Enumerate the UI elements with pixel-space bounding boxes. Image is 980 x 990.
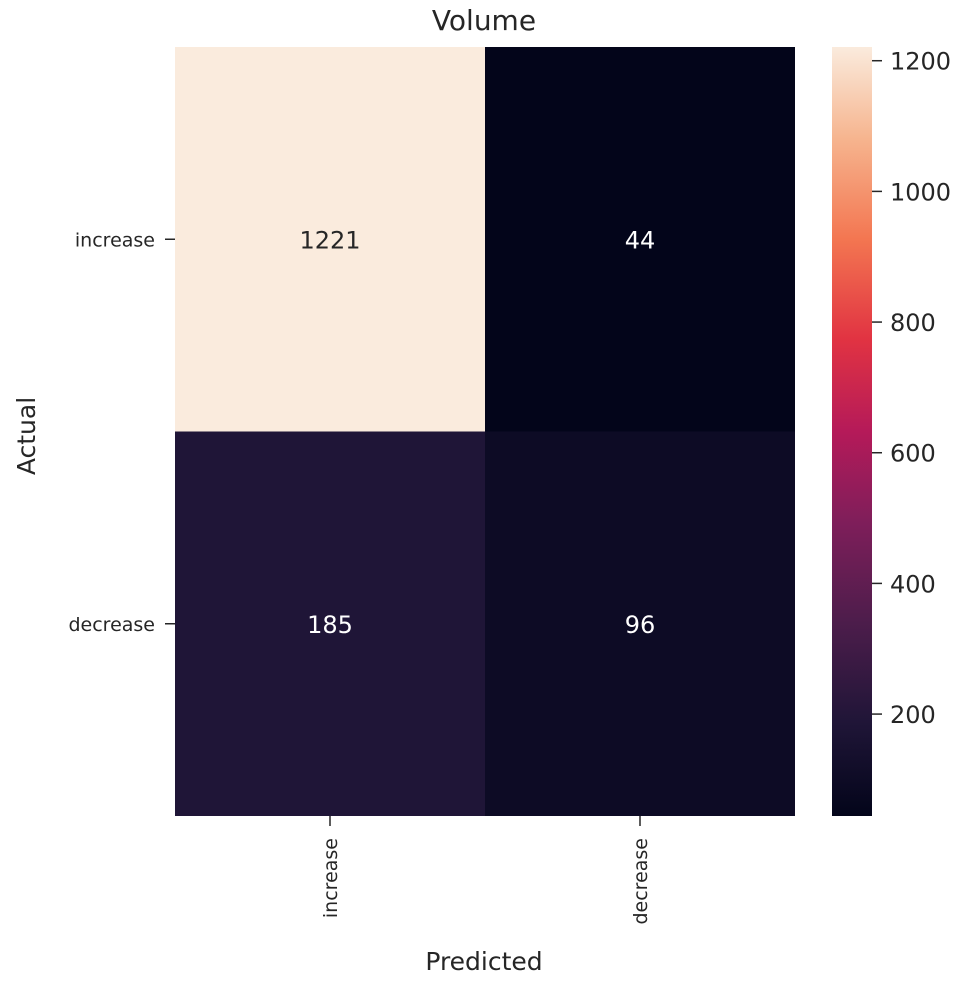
cell-value-label: 185 — [307, 611, 353, 639]
heatmap-cell — [485, 431, 795, 816]
x-tick-label: increase — [320, 838, 342, 918]
colorbar-tick-label: 1200 — [890, 48, 951, 76]
y-axis-ticks: increase decrease — [68, 229, 175, 636]
x-axis-label: Predicted — [425, 947, 542, 976]
heatmap-cell — [485, 47, 795, 432]
y-axis-label: Actual — [12, 397, 41, 475]
colorbar-tick-label: 400 — [890, 570, 936, 598]
y-tick-label: decrease — [68, 614, 155, 636]
x-axis-ticks: increase decrease — [320, 816, 652, 925]
chart-title: Volume — [432, 4, 536, 37]
heatmap-cells: 1221 44 185 96 — [175, 47, 795, 816]
colorbar-tick-label: 800 — [890, 309, 936, 337]
cell-value-label: 96 — [625, 611, 656, 639]
cell-value-label: 44 — [625, 226, 656, 254]
heatmap-cell — [175, 431, 485, 816]
x-tick-label: decrease — [630, 838, 652, 925]
cell-value-label: 1221 — [299, 226, 360, 254]
colorbar-tick-label: 1000 — [890, 178, 951, 206]
colorbar-tick-label: 200 — [890, 701, 936, 729]
heatmap-cell — [175, 47, 485, 432]
colorbar-ticks: 200 400 600 800 1000 1200 — [872, 48, 951, 729]
y-tick-label: increase — [75, 229, 155, 251]
colorbar-tick-label: 600 — [890, 440, 936, 468]
colorbar — [832, 47, 872, 816]
